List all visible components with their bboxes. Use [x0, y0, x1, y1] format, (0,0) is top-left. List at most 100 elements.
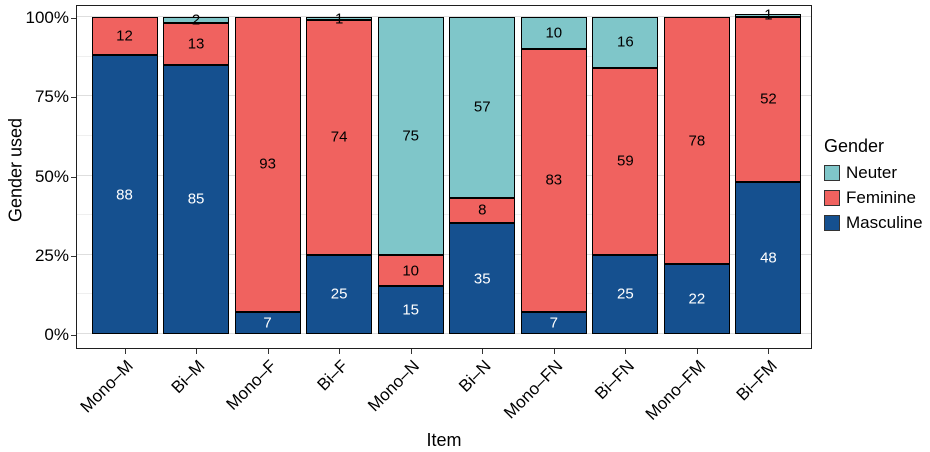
bar-value-label: 10: [545, 24, 563, 42]
bar-value-label: 2: [191, 11, 201, 29]
bar-segment-masculine: 35: [449, 223, 516, 334]
gridline-minor: [77, 134, 811, 136]
gridline-major: [77, 16, 811, 17]
y-tick-label: 75%: [34, 87, 69, 107]
bar-value-label: 8: [478, 201, 487, 219]
gridline-minor: [77, 214, 811, 216]
bar-value-label: 85: [187, 190, 205, 208]
x-tick: [768, 349, 770, 354]
legend-swatch-masculine: [824, 214, 840, 231]
x-tick-label-text: Mono–FN: [500, 356, 567, 423]
legend-label: Neuter: [846, 163, 898, 182]
bar-value-label: 74: [330, 128, 348, 146]
x-tick: [124, 349, 126, 354]
bar-segment-neuter: 2: [163, 13, 230, 28]
y-tick-label: 100%: [25, 8, 69, 27]
bar-segment-neuter: 1: [306, 11, 373, 26]
bar-value-label: 75: [402, 127, 420, 145]
y-tick: [71, 255, 76, 257]
bar-segment-feminine: 52: [735, 17, 802, 182]
x-tick: [410, 349, 412, 354]
x-tick: [267, 349, 269, 354]
bar-value-label: 25: [330, 285, 348, 303]
plot-panel: 88 12 85 13 2 7 93 25 74 1 15 10 75 35 8 57 7 83 10 25 59 16 2…: [76, 5, 812, 349]
bar-value-label: 35: [473, 270, 491, 288]
y-tick-label: 25%: [34, 245, 69, 265]
bar-segment-neuter: 10: [520, 17, 587, 49]
x-tick-label-text: Mono–N: [364, 356, 424, 416]
bar-segment-feminine: 83: [520, 48, 587, 312]
bar-segment-neuter: 75: [377, 17, 444, 255]
y-tick: [71, 97, 76, 99]
bar-segment-feminine: 78: [663, 17, 730, 265]
bar-value-label: 25: [617, 285, 634, 303]
x-tick-label-text: Bi–F: [313, 356, 352, 395]
y-tick-label: 0%: [44, 325, 69, 344]
bar-segment-masculine: 7: [520, 311, 587, 334]
gridline-major: [77, 333, 811, 334]
x-tick: [553, 349, 555, 354]
x-tick: [625, 349, 627, 354]
bar-segment-feminine: 13: [163, 23, 230, 65]
bar-segment-feminine: 59: [592, 67, 659, 255]
legend-label: Feminine: [846, 188, 916, 207]
bar-value-label: 13: [187, 35, 205, 53]
y-tick: [71, 335, 76, 336]
x-axis-title: Item: [426, 430, 462, 450]
legend: Gender Neuter Feminine Masculine: [824, 136, 923, 239]
x-tick-label-text: Bi–M: [167, 356, 209, 398]
bar-value-label: 93: [259, 155, 276, 173]
gridline-minor: [77, 293, 811, 295]
gridline-major: [77, 174, 811, 176]
bar-value-label: 88: [116, 186, 133, 204]
y-axis-title: Gender used: [5, 117, 26, 223]
bar-value-label: 7: [549, 314, 558, 332]
bar-value-label: 57: [473, 98, 491, 116]
bar-segment-feminine: 10: [377, 254, 444, 287]
x-tick-label-text: Bi–FM: [732, 356, 782, 405]
x-tick: [696, 349, 698, 354]
bar-segment-masculine: 48: [735, 181, 802, 334]
x-tick: [196, 349, 198, 354]
bar-segment-neuter: 16: [592, 17, 659, 68]
legend-item-feminine: Feminine: [824, 189, 923, 206]
bar-value-label: 52: [760, 90, 777, 108]
legend-item-masculine: Masculine: [824, 214, 923, 231]
bar-segment-masculine: 85: [163, 64, 230, 334]
bar-value-label: 1: [334, 10, 344, 28]
y-tick: [71, 18, 76, 19]
bar-value-label: 83: [545, 171, 563, 189]
bar-segment-feminine: 93: [234, 17, 301, 312]
bar-value-label: 48: [760, 249, 777, 267]
legend-swatch-neuter: [824, 164, 840, 181]
x-tick-label-text: Bi–FN: [591, 356, 639, 404]
legend-item-neuter: Neuter: [824, 164, 923, 181]
bar-segment-masculine: 22: [663, 264, 730, 334]
gridline-minor: [77, 55, 811, 57]
bar-value-label: 22: [688, 290, 706, 308]
y-tick: [71, 176, 76, 178]
bar-segment-masculine: 25: [592, 254, 659, 334]
bar-value-label: 78: [688, 132, 706, 150]
gridline-major: [77, 253, 811, 255]
bar-segment-masculine: 7: [234, 311, 301, 334]
bar-segment-feminine: 8: [449, 197, 516, 224]
bar-segment-masculine: 88: [91, 55, 158, 334]
bar-segment-feminine: 12: [91, 17, 158, 56]
bar-value-label: 16: [617, 33, 634, 51]
bar-value-label: 7: [263, 314, 272, 332]
bar-value-label: 12: [116, 27, 133, 45]
y-tick-label: 50%: [34, 166, 69, 186]
x-tick: [339, 349, 341, 354]
x-tick-label-text: Bi–N: [455, 356, 495, 396]
bar-segment-neuter: 1: [735, 8, 802, 23]
x-tick: [482, 349, 484, 354]
bar-value-label: 1: [764, 6, 773, 24]
legend-label: Masculine: [846, 213, 923, 232]
x-tick-label-text: Mono–F: [222, 356, 281, 414]
bar-segment-feminine: 74: [306, 20, 373, 255]
bar-value-label: 10: [402, 262, 420, 280]
gridline-major: [77, 95, 811, 97]
legend-title: Gender: [824, 136, 885, 156]
